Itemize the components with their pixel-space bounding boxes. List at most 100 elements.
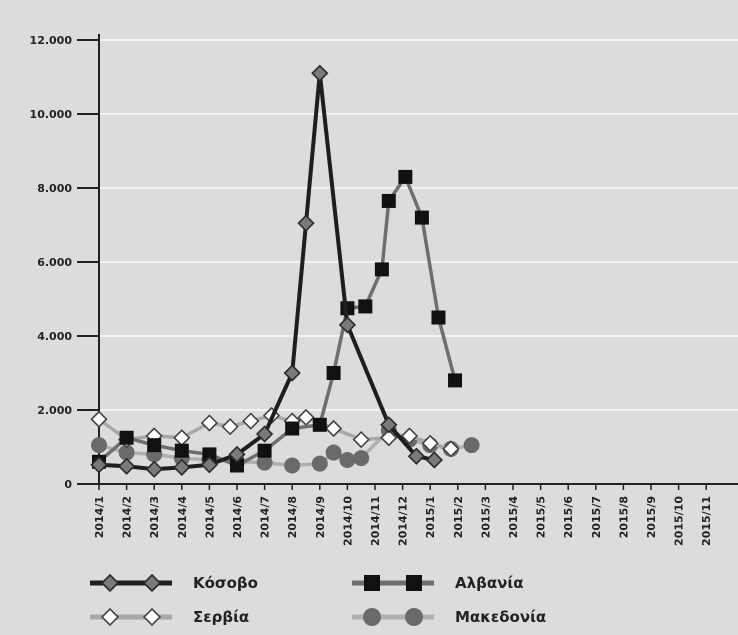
x-tick-label: 2015/7 xyxy=(590,496,603,538)
data-point xyxy=(414,210,429,225)
data-point xyxy=(119,430,134,445)
legend-item: Αλβανία xyxy=(352,574,524,592)
data-point xyxy=(398,169,413,184)
y-tick-label: 2.000 xyxy=(37,404,72,417)
x-tick-label: 2014/12 xyxy=(397,496,410,546)
x-tick-label: 2014/5 xyxy=(203,496,216,538)
data-point xyxy=(380,429,398,447)
data-point xyxy=(448,373,463,388)
legend-marker xyxy=(100,573,120,593)
legend-marker xyxy=(142,573,162,593)
x-tick-label: 2015/2 xyxy=(452,496,465,538)
x-tick-label: 2014/3 xyxy=(148,496,161,538)
legend-item: Κόσοβο xyxy=(90,573,258,593)
data-point xyxy=(200,414,219,432)
x-tick-label: 2015/8 xyxy=(617,496,630,538)
data-point xyxy=(145,460,163,478)
data-point xyxy=(147,438,162,453)
data-point xyxy=(284,457,301,474)
legend-marker xyxy=(363,608,381,626)
x-tick-label: 2014/9 xyxy=(314,496,327,538)
x-tick-label: 2014/11 xyxy=(369,496,382,546)
y-tick-label: 8.000 xyxy=(37,182,72,195)
data-point xyxy=(221,418,239,436)
data-point xyxy=(358,299,373,314)
data-point xyxy=(380,416,398,434)
data-point xyxy=(242,412,260,430)
data-point xyxy=(257,443,272,458)
data-point xyxy=(442,440,460,458)
x-tick-label: 2014/6 xyxy=(231,496,244,539)
data-point xyxy=(90,410,108,428)
data-point xyxy=(407,447,426,465)
x-tick-label: 2014/8 xyxy=(286,496,299,538)
x-tick-label: 2015/4 xyxy=(507,496,520,539)
legend-item: Σερβία xyxy=(90,607,249,627)
data-point xyxy=(90,456,108,474)
data-point xyxy=(353,450,370,467)
data-point xyxy=(326,366,341,380)
x-tick-label: 2015/5 xyxy=(535,496,548,538)
x-tick-label: 2015/1 xyxy=(424,496,437,538)
y-tick-label: 0 xyxy=(64,478,72,491)
legend-marker xyxy=(364,575,380,591)
y-tick-label: 4.000 xyxy=(37,330,72,343)
legend-item: Μακεδονία xyxy=(352,608,546,626)
data-point xyxy=(200,456,219,474)
data-point xyxy=(117,457,136,475)
data-point xyxy=(91,437,107,454)
data-point xyxy=(400,427,419,445)
data-point xyxy=(338,316,357,334)
data-point xyxy=(421,434,439,452)
legend-marker xyxy=(142,607,162,627)
data-point xyxy=(374,262,389,277)
data-point xyxy=(325,444,342,461)
y-tick-label: 10.000 xyxy=(30,108,73,121)
legend-label: Αλβανία xyxy=(455,574,524,592)
legend-marker xyxy=(406,575,422,591)
legend-marker xyxy=(100,607,120,627)
x-tick-label: 2015/11 xyxy=(700,496,713,546)
data-point xyxy=(255,425,274,443)
legend-marker xyxy=(405,608,423,626)
legend: Κόσοβο Αλβανία Σερβία Μακεδονία xyxy=(90,573,546,627)
data-point xyxy=(173,458,191,476)
y-tick-label: 12.000 xyxy=(30,34,73,47)
legend-label: Μακεδονία xyxy=(455,608,546,626)
x-tick-label: 2014/7 xyxy=(259,496,272,538)
legend-label: Σερβία xyxy=(193,608,249,626)
data-point xyxy=(425,451,443,469)
data-point xyxy=(463,437,480,454)
x-tick-label: 2014/1 xyxy=(93,496,106,538)
legend-label: Κόσοβο xyxy=(193,574,258,592)
x-tick-label: 2015/9 xyxy=(645,496,658,538)
data-point xyxy=(311,455,328,472)
data-point xyxy=(311,64,329,82)
data-point xyxy=(352,430,370,449)
series-lines xyxy=(90,64,480,478)
data-point xyxy=(285,421,300,436)
data-point xyxy=(118,444,135,461)
data-point xyxy=(431,310,446,325)
data-point xyxy=(339,451,356,468)
data-point xyxy=(283,364,301,382)
data-point xyxy=(297,214,315,232)
x-tick-label: 2014/2 xyxy=(121,496,134,538)
x-tick-label: 2015/6 xyxy=(562,496,575,539)
x-tick-label: 2014/10 xyxy=(341,496,354,546)
y-tick-label: 6.000 xyxy=(37,256,72,269)
data-point xyxy=(312,417,327,432)
data-point xyxy=(381,193,396,208)
data-point xyxy=(324,419,343,438)
data-point xyxy=(228,445,246,464)
x-tick-label: 2015/3 xyxy=(479,496,492,538)
data-point xyxy=(174,443,189,458)
x-tick-label: 2014/4 xyxy=(176,496,189,539)
series-1 xyxy=(90,64,443,478)
data-point xyxy=(256,454,273,471)
